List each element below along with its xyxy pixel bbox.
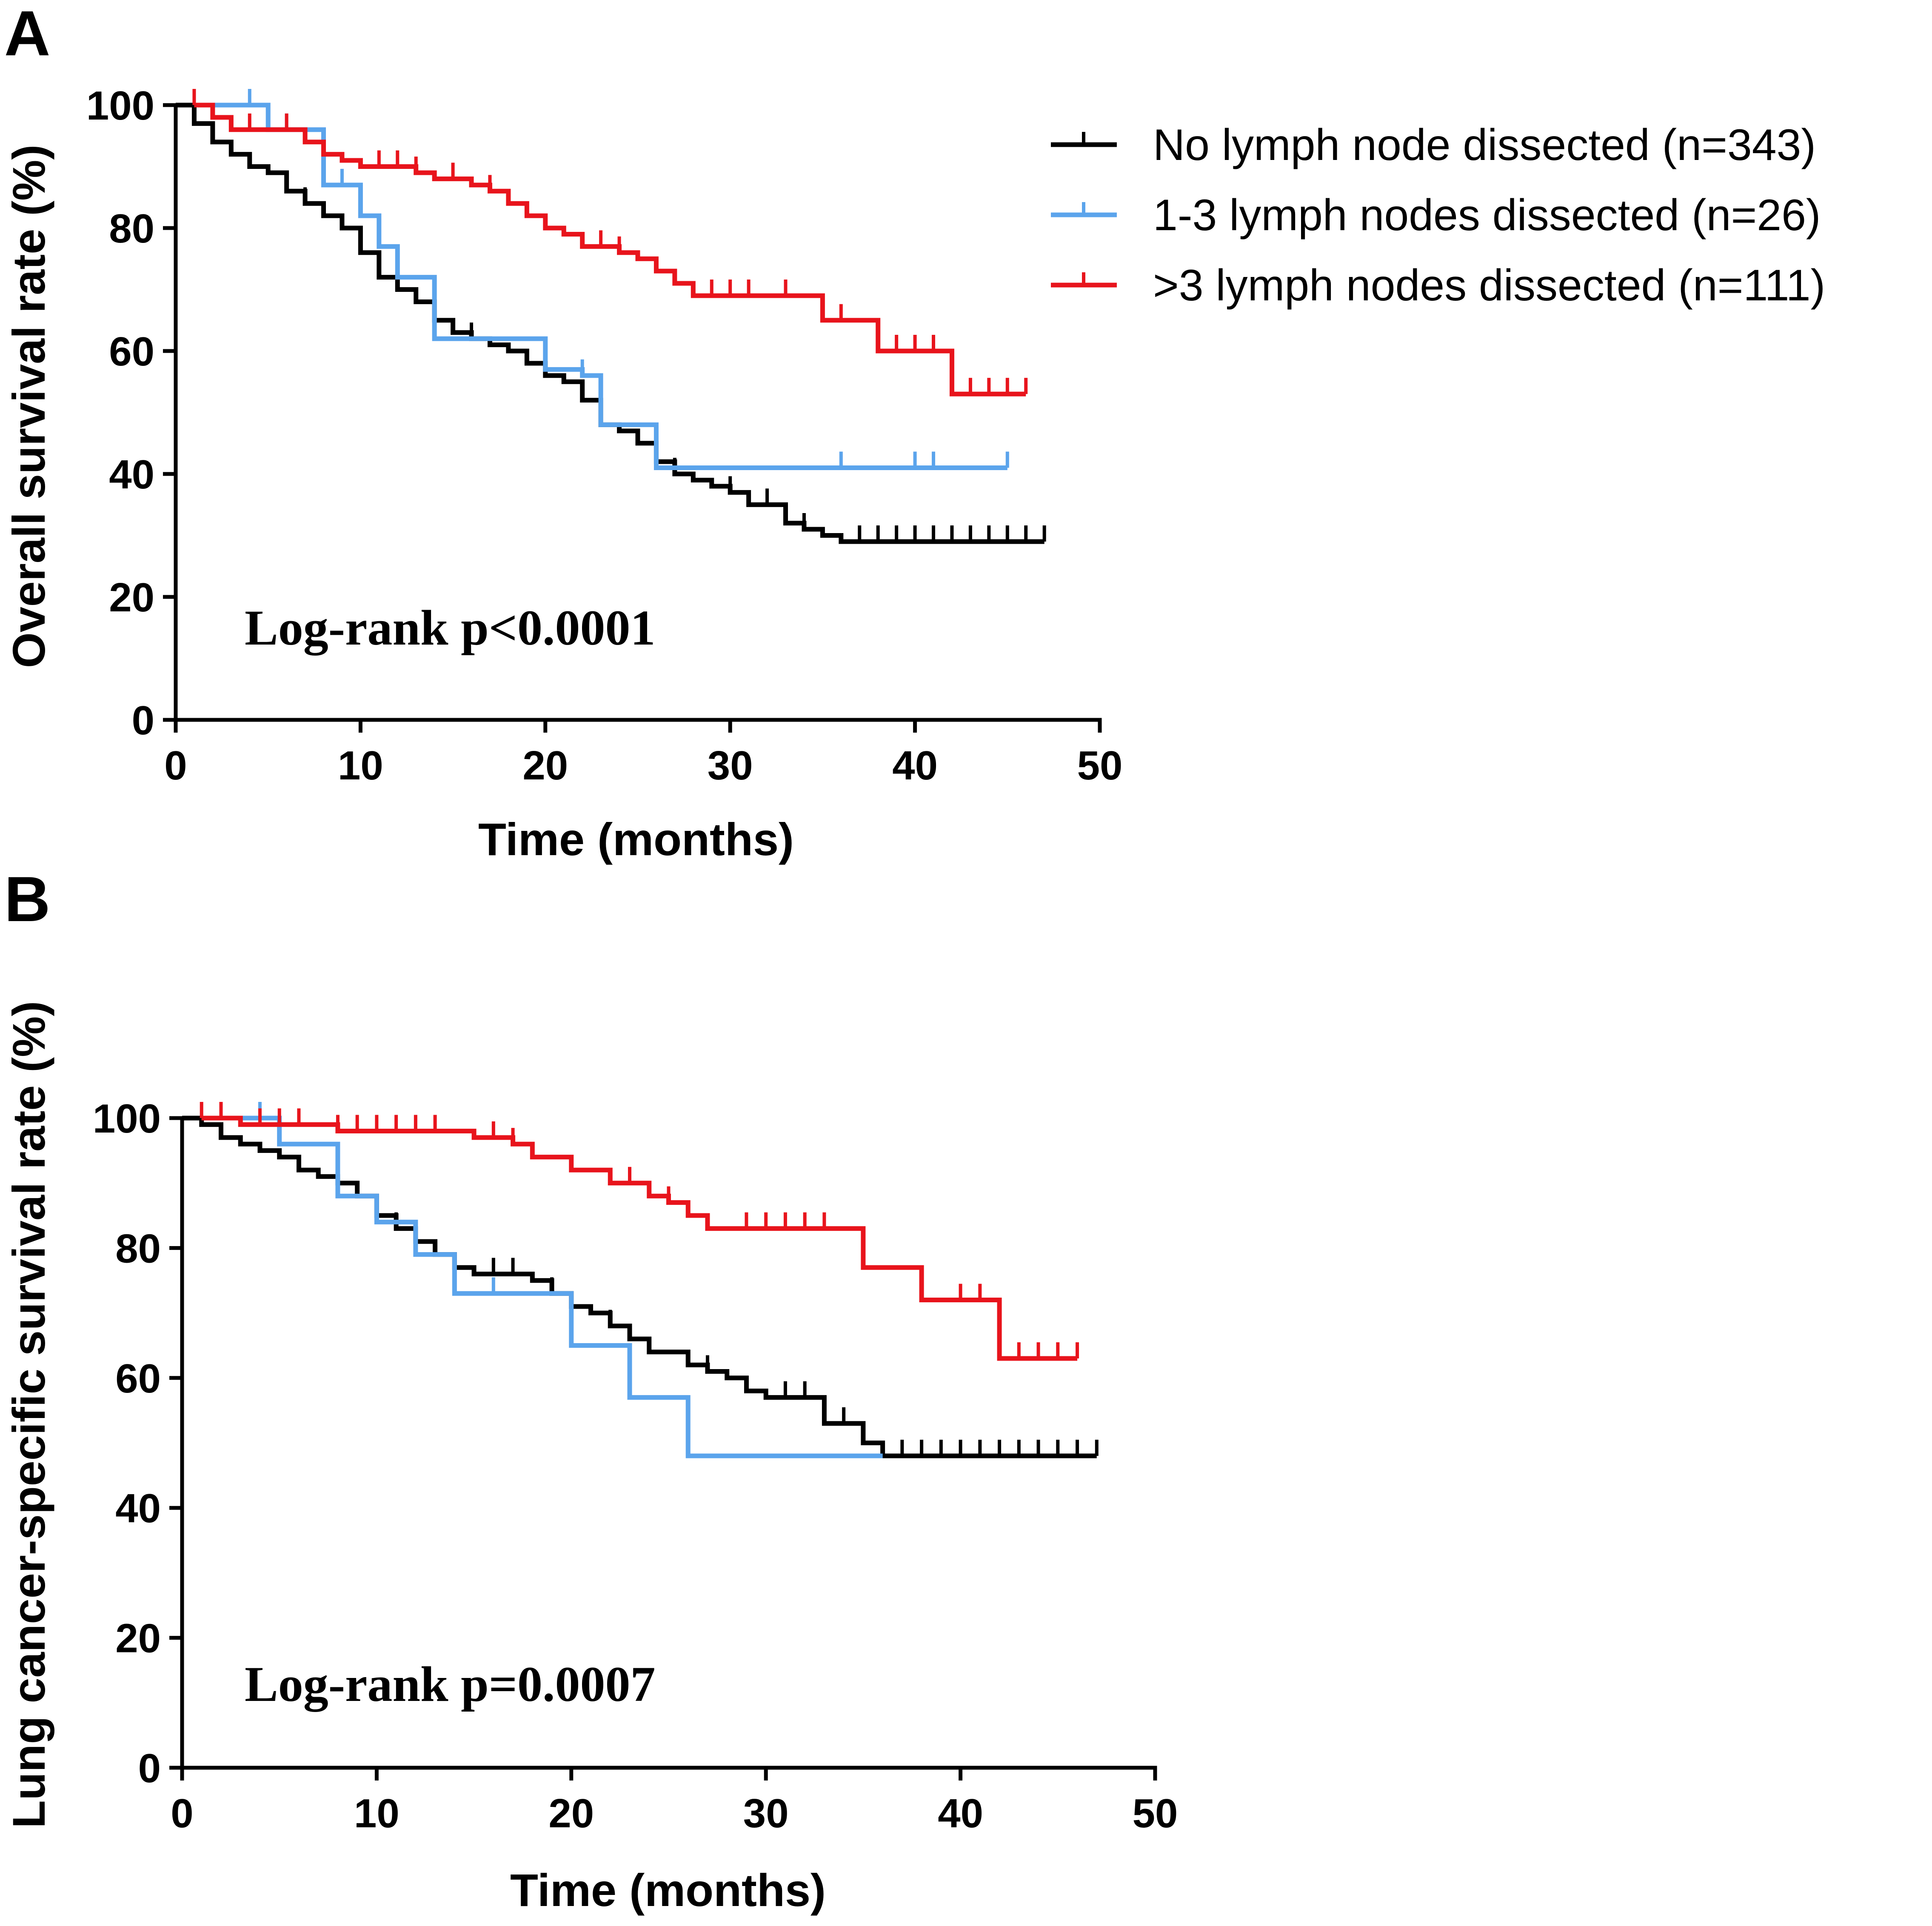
panel-b-letter: B [4, 863, 50, 935]
panel-b-y-tick-label: 100 [93, 1096, 161, 1141]
panel-b-x-tick-label: 40 [938, 1791, 983, 1836]
panel-a-curve-no-lymph-node-dissected [176, 103, 1044, 544]
panel-b-curve-1-3-lymph-nodes-dissected [201, 1116, 883, 1458]
panel-b-y-tick-label: 80 [115, 1226, 161, 1271]
panel-b-plot: 0 20 40 60 80 100 0 10 20 30 40 50 [93, 1096, 1178, 1836]
panel-b-x-axis-title: Time (months) [510, 1864, 826, 1916]
panel-b-x-tick-label: 10 [354, 1791, 400, 1836]
panel-b-curve-no-lymph-node-dissected [182, 1116, 1097, 1458]
panel-a-x-tick-label: 20 [522, 743, 568, 788]
panel-a-x-tick-label: 50 [1077, 743, 1123, 788]
panel-a-y-axis-title: Overall survival rate (%) [3, 145, 54, 668]
panel-b-x-tick-label: 20 [548, 1791, 594, 1836]
legend-item-more-than-3-lymph-nodes: >3 lymph nodes dissected (n=111) [1051, 261, 1825, 310]
legend: No lymph node dissected (n=343) 1-3 lymp… [1051, 120, 1825, 310]
panel-b-x-tick-label: 30 [743, 1791, 789, 1836]
panel-a-x-tick-label: 0 [164, 743, 187, 788]
panel-a-y-tick-label: 0 [132, 698, 154, 743]
panel-a-curve-1-3-lymph-nodes-dissected [194, 103, 1007, 471]
panel-a-x-tick-label: 10 [338, 743, 383, 788]
panel-a-x-axis-title: Time (months) [478, 813, 794, 865]
panel-a-y-tick-label: 100 [86, 83, 154, 128]
legend-label-no-lymph-node: No lymph node dissected (n=343) [1153, 120, 1816, 170]
panel-b-curve-3-lymph-nodes-dissected [201, 1116, 1078, 1361]
panel-a-x-tick-label: 30 [708, 743, 753, 788]
panel-a-curve-3-lymph-nodes-dissected [194, 103, 1026, 397]
panel-a-x-tick-label: 40 [892, 743, 938, 788]
panel-b-y-tick-label: 0 [138, 1746, 161, 1791]
panel-a-y-tick-label: 40 [109, 452, 154, 497]
panel-b-logrank-annotation: Log-rank p=0.0007 [245, 1656, 656, 1712]
panel-b-x-tick-label: 50 [1133, 1791, 1178, 1836]
panel-a-y-tick-label: 20 [109, 575, 154, 620]
panel-a-y-tick-label: 80 [109, 206, 154, 251]
legend-item-1-3-lymph-nodes: 1-3 lymph nodes dissected (n=26) [1051, 191, 1821, 240]
panel-b-y-tick-label: 40 [115, 1486, 161, 1531]
panel-a-y-tick-label: 60 [109, 329, 154, 374]
panel-b-y-tick-label: 60 [115, 1356, 161, 1401]
legend-label-more-than-3-lymph-nodes: >3 lymph nodes dissected (n=111) [1153, 261, 1825, 310]
panel-a-letter: A [4, 0, 50, 69]
legend-item-no-lymph-node: No lymph node dissected (n=343) [1051, 120, 1816, 170]
legend-label-1-3-lymph-nodes: 1-3 lymph nodes dissected (n=26) [1153, 191, 1821, 240]
panel-b-y-axis-title: Lung cancer-specific survival rate (%) [3, 1001, 54, 1829]
panel-b-y-tick-label: 20 [115, 1616, 161, 1661]
panel-a-plot: 0 20 40 60 80 100 0 10 20 30 40 50 [86, 83, 1123, 788]
panel-b-x-tick-label: 0 [171, 1791, 193, 1836]
panel-a-logrank-annotation: Log-rank p<0.0001 [245, 600, 656, 656]
